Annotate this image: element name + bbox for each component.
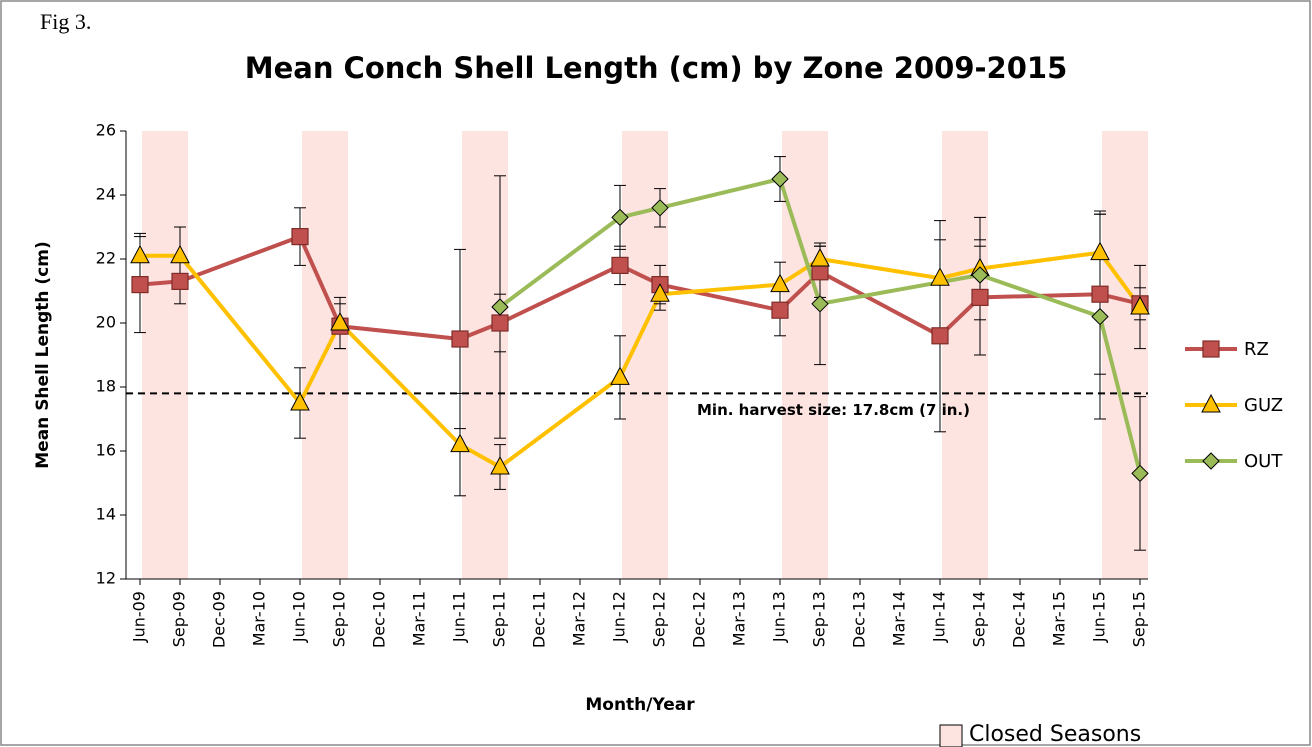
x-tick-label: Sep-15	[1130, 591, 1149, 647]
marker	[1202, 340, 1220, 358]
y-tick-label: 24	[96, 185, 116, 204]
marker	[130, 244, 150, 264]
x-tick-label: Jun-09	[130, 591, 149, 643]
marker	[1202, 452, 1220, 470]
x-tick-label: Jun-14	[930, 591, 949, 643]
marker	[491, 314, 509, 332]
marker	[1090, 241, 1110, 261]
marker	[770, 273, 790, 293]
marker	[290, 391, 310, 411]
y-tick-label: 18	[96, 377, 116, 396]
x-tick-label: Dec-14	[1010, 591, 1029, 648]
reference-label: Min. harvest size: 17.8cm (7 in.)	[697, 401, 970, 419]
marker	[611, 208, 629, 227]
x-tick-label: Sep-13	[810, 591, 829, 647]
marker	[771, 301, 789, 319]
marker	[971, 288, 989, 306]
x-tick-label: Jun-11	[450, 591, 469, 643]
x-tick-label: Sep-14	[970, 591, 989, 647]
x-tick-label: Mar-15	[1050, 591, 1069, 646]
marker	[930, 267, 950, 286]
legend-label: GUZ	[1244, 395, 1283, 416]
marker	[650, 283, 670, 302]
marker	[330, 311, 350, 331]
x-tick-label: Dec-12	[690, 591, 709, 648]
x-tick-label: Jun-13	[770, 591, 789, 643]
legend-label: OUT	[1244, 451, 1283, 472]
figure-label: Fig 3.	[40, 9, 91, 34]
closed-season-band	[462, 131, 508, 579]
marker	[450, 433, 470, 453]
x-axis-label: Month/Year	[585, 695, 695, 715]
closed-season-band	[142, 131, 188, 579]
x-tick-label: Jun-12	[610, 591, 629, 643]
marker	[1091, 307, 1109, 326]
legend-label: Closed Seasons	[969, 722, 1141, 747]
x-tick-label: Mar-10	[250, 591, 269, 646]
marker	[971, 266, 989, 284]
y-tick-label: 20	[96, 313, 116, 332]
marker	[490, 455, 510, 475]
x-tick-label: Sep-10	[330, 591, 349, 647]
legend-swatch	[939, 724, 963, 747]
y-tick-label: 26	[96, 121, 116, 140]
x-tick-label: Sep-11	[490, 591, 509, 647]
marker	[931, 327, 949, 345]
x-tick-label: Mar-14	[890, 591, 909, 646]
marker	[170, 244, 190, 264]
x-tick-label: Sep-09	[170, 591, 189, 647]
marker	[451, 330, 469, 348]
marker	[811, 295, 829, 313]
x-tick-label: Mar-13	[730, 591, 749, 646]
marker	[771, 170, 789, 188]
marker	[610, 366, 630, 385]
marker	[611, 256, 629, 274]
marker	[651, 199, 669, 217]
y-tick-label: 12	[96, 569, 116, 588]
y-axis-label: Mean Shell Length (cm)	[33, 241, 53, 469]
x-tick-label: Jun-10	[290, 591, 309, 643]
x-tick-label: Mar-12	[570, 591, 589, 646]
x-tick-label: Jun-15	[1090, 591, 1109, 643]
x-tick-label: Dec-13	[850, 591, 869, 648]
legend-label: RZ	[1244, 339, 1269, 360]
y-tick-label: 16	[96, 441, 116, 460]
marker	[1201, 393, 1221, 413]
x-tick-label: Dec-11	[530, 591, 549, 648]
marker	[1130, 295, 1150, 315]
marker	[810, 247, 830, 267]
y-tick-label: 22	[96, 249, 116, 268]
marker	[291, 228, 309, 246]
marker	[1131, 464, 1149, 483]
x-tick-label: Dec-10	[370, 591, 389, 648]
x-tick-label: Mar-11	[410, 591, 429, 646]
marker	[491, 298, 509, 316]
x-tick-label: Sep-12	[650, 591, 669, 647]
marker	[131, 276, 149, 294]
x-tick-label: Dec-09	[210, 591, 229, 648]
marker	[1091, 285, 1109, 303]
y-tick-label: 14	[96, 505, 116, 524]
chart-title: Mean Conch Shell Length (cm) by Zone 200…	[245, 51, 1068, 85]
marker	[171, 272, 189, 290]
closed-season-band	[782, 131, 828, 579]
